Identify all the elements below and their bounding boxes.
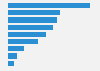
Bar	[8, 32, 46, 37]
Bar	[8, 46, 24, 51]
Bar	[8, 10, 60, 15]
Bar	[8, 39, 38, 44]
Bar	[8, 17, 57, 23]
Bar	[8, 3, 90, 8]
Bar	[8, 25, 53, 30]
Bar	[8, 53, 17, 59]
Bar	[8, 61, 14, 66]
